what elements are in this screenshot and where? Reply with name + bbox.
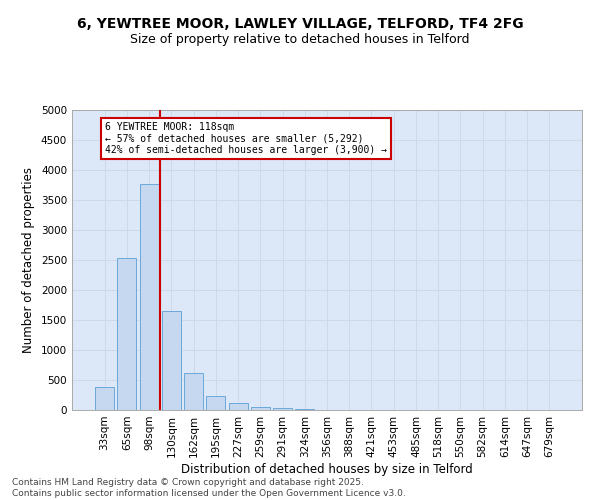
Bar <box>206 396 225 410</box>
Bar <box>184 374 203 410</box>
Text: 6 YEWTREE MOOR: 118sqm
← 57% of detached houses are smaller (5,292)
42% of semi-: 6 YEWTREE MOOR: 118sqm ← 57% of detached… <box>105 122 387 155</box>
Bar <box>295 409 314 410</box>
Y-axis label: Number of detached properties: Number of detached properties <box>22 167 35 353</box>
Bar <box>140 184 158 410</box>
Text: Contains HM Land Registry data © Crown copyright and database right 2025.
Contai: Contains HM Land Registry data © Crown c… <box>12 478 406 498</box>
X-axis label: Distribution of detached houses by size in Telford: Distribution of detached houses by size … <box>181 462 473 475</box>
Text: 6, YEWTREE MOOR, LAWLEY VILLAGE, TELFORD, TF4 2FG: 6, YEWTREE MOOR, LAWLEY VILLAGE, TELFORD… <box>77 18 523 32</box>
Bar <box>229 403 248 410</box>
Bar <box>95 386 114 410</box>
Text: Size of property relative to detached houses in Telford: Size of property relative to detached ho… <box>130 32 470 46</box>
Bar <box>118 258 136 410</box>
Bar <box>162 311 181 410</box>
Bar <box>251 406 270 410</box>
Bar <box>273 408 292 410</box>
